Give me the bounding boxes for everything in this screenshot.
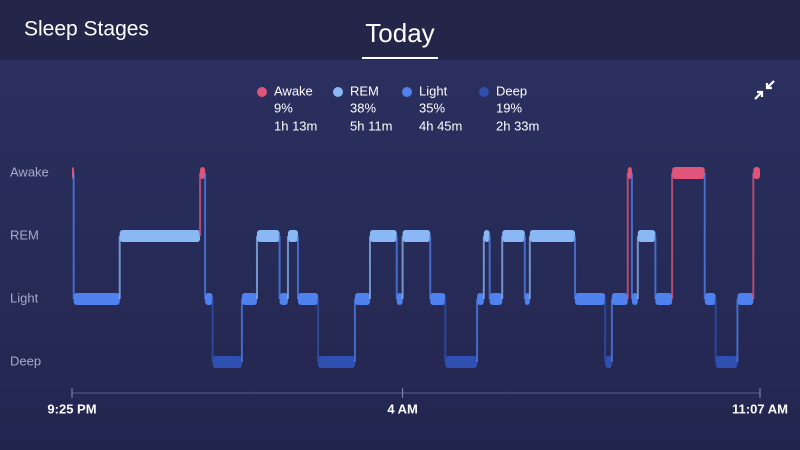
tab-underline [362, 57, 438, 59]
legend-duration: 4h 45m [419, 118, 462, 133]
y-tick-label: Light [10, 290, 39, 305]
stage-segment [445, 356, 478, 368]
stage-segment [205, 293, 213, 305]
y-tick-label: Deep [10, 353, 41, 368]
icon-arrow [754, 90, 764, 100]
stage-segment [637, 230, 656, 242]
stage-segment [605, 356, 612, 368]
stage-segment [611, 293, 628, 305]
stage-segment [477, 293, 484, 305]
stage-segment [529, 230, 576, 242]
stage-segment [489, 293, 503, 305]
legend-name: Awake [274, 83, 313, 98]
legend-duration: 2h 33m [496, 118, 539, 133]
stage-segment [715, 356, 738, 368]
x-tick-label: 9:25 PM [47, 401, 96, 416]
stage-segment [369, 230, 397, 242]
stage-segment [483, 230, 490, 242]
y-tick-label: Awake [10, 164, 49, 179]
legend-duration: 5h 11m [350, 118, 392, 133]
x-tick-label: 11:07 AM [732, 401, 788, 416]
header-title: Sleep Stages [24, 18, 149, 41]
stage-segment [297, 293, 319, 305]
stage-segment [502, 230, 525, 242]
legend-percent: 38% [350, 100, 376, 115]
stage-segment [627, 167, 632, 179]
x-tick-label: 4 AM [387, 401, 418, 416]
legend-duration: 1h 13m [274, 118, 317, 133]
legend-percent: 19% [496, 100, 522, 115]
stage-segment [318, 356, 355, 368]
legend-name: REM [350, 83, 379, 98]
legend-name: Deep [496, 83, 527, 98]
legend-item: REM 38% 5h 11m [333, 83, 392, 133]
tab-today[interactable]: Today [365, 18, 434, 48]
stage-segment [287, 230, 298, 242]
stage-segment [396, 293, 403, 305]
stage-segment [672, 167, 705, 179]
stage-segment [212, 356, 242, 368]
header-bar [0, 0, 800, 60]
legend-item: Awake 9% 1h 13m [257, 83, 317, 133]
icon-arrow [765, 80, 775, 90]
stage-segment [704, 293, 716, 305]
stage-segment [354, 293, 370, 305]
legend-percent: 9% [274, 100, 293, 115]
stage-segment [655, 293, 673, 305]
stage-segment [575, 293, 606, 305]
legend-item: Deep 19% 2h 33m [479, 83, 539, 133]
legend-dot [333, 87, 343, 97]
stage-segment [119, 230, 201, 242]
stage-segment [279, 293, 288, 305]
legend-percent: 35% [419, 100, 445, 115]
stage-segment [753, 167, 760, 179]
stage-segment [256, 230, 280, 242]
stage-segment [631, 293, 638, 305]
legend-name: Light [419, 83, 448, 98]
stage-segment [241, 293, 257, 305]
stage-segment [737, 293, 754, 305]
legend-dot [402, 87, 412, 97]
y-tick-label: REM [10, 227, 39, 242]
collapse-icon[interactable] [754, 80, 775, 100]
legend-dot [257, 87, 267, 97]
stage-segment [524, 293, 530, 305]
stage-segment [430, 293, 446, 305]
stage-segment [200, 167, 206, 179]
legend-item: Light 35% 4h 45m [402, 83, 462, 133]
stage-segment [73, 293, 120, 305]
stage-segment [402, 230, 431, 242]
legend-dot [479, 87, 489, 97]
